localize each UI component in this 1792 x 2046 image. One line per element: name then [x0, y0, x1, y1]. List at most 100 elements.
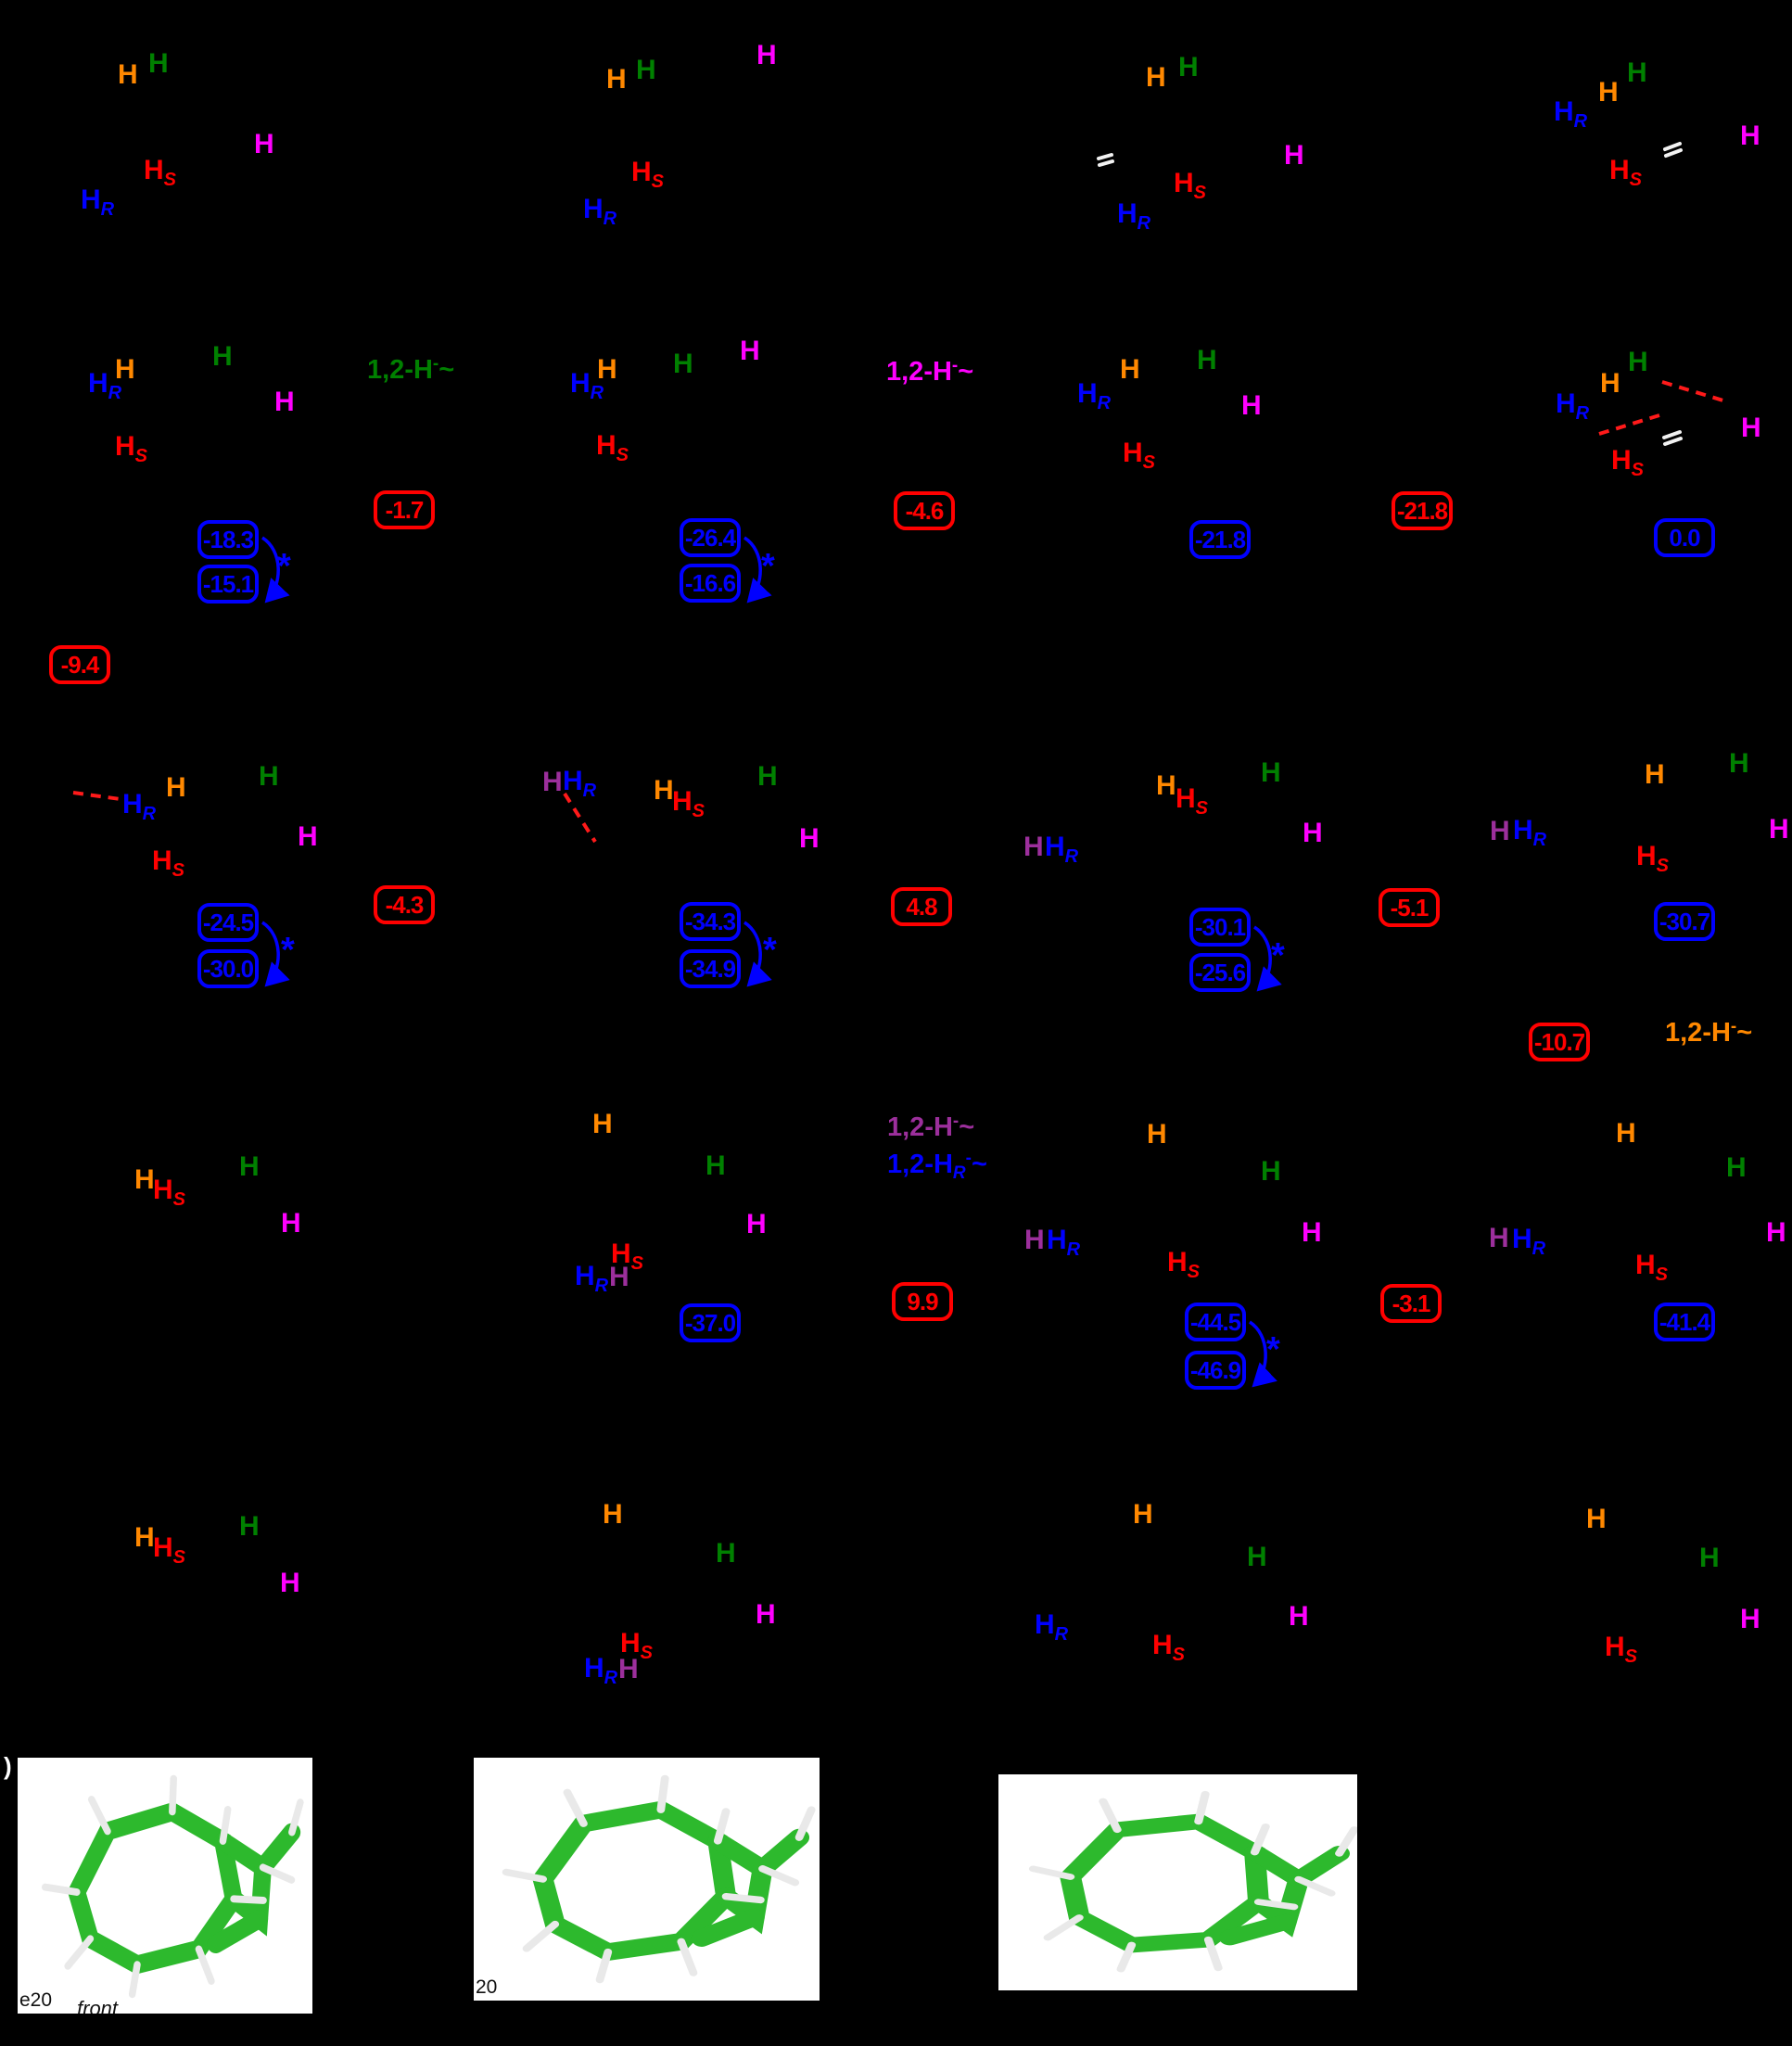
h-label: H — [1120, 354, 1140, 385]
h-label: H — [280, 1568, 300, 1598]
h-label-s: HS — [620, 1628, 654, 1663]
relative-energy-box: -34.9 — [680, 949, 741, 988]
h-label: H — [1303, 818, 1323, 848]
relative-energy-box: -34.3 — [680, 902, 741, 941]
h-label: H — [1729, 748, 1749, 779]
h-label-s: HS — [1167, 1247, 1201, 1282]
h-label: H — [239, 1151, 260, 1182]
h-label: H — [609, 1262, 629, 1292]
h-label-s: HS — [153, 1175, 186, 1210]
h-label-s: HS — [144, 155, 177, 190]
h-label-r: HR — [563, 766, 597, 801]
h-label-s: HS — [596, 430, 629, 465]
h-label-r: HR — [1035, 1609, 1069, 1645]
molecule-3d-panel — [998, 1774, 1357, 1990]
h-label: H — [1241, 390, 1262, 421]
figure-part-tag: ) — [4, 1752, 12, 1780]
h-label: H — [1024, 1225, 1045, 1255]
h-label: H — [239, 1511, 260, 1542]
h-label: H — [654, 775, 674, 806]
h-label-r: HR — [570, 368, 604, 403]
h-label: H — [118, 59, 138, 90]
h-label: H — [1197, 345, 1217, 375]
h-label: H — [1261, 1156, 1281, 1187]
h-label: H — [1645, 759, 1665, 790]
h-label-r: HR — [1556, 388, 1590, 424]
h-label: H — [1740, 121, 1760, 151]
h-label: H — [115, 354, 135, 385]
molecule-render — [474, 1758, 820, 2001]
h-label: H — [1146, 62, 1166, 93]
h-label-s: HS — [1635, 1250, 1669, 1285]
h-label: H — [1289, 1601, 1309, 1632]
h-label: H — [1699, 1543, 1720, 1573]
h-label: H — [1147, 1119, 1167, 1150]
h-label: H — [592, 1109, 613, 1139]
barrier-energy-box: 9.9 — [892, 1282, 953, 1321]
h-label: H — [1247, 1542, 1267, 1572]
h-label: H — [716, 1538, 736, 1569]
h-label: H — [746, 1209, 767, 1239]
h-label: H — [1616, 1118, 1636, 1149]
h-label: H — [757, 761, 778, 792]
h-label: H — [166, 772, 186, 803]
relative-energy-box: -15.1 — [197, 565, 259, 604]
relative-energy-box: -16.6 — [680, 564, 741, 603]
conformer-asterisk: * — [281, 931, 295, 970]
h-label-r: HR — [1117, 198, 1151, 234]
conformer-asterisk: * — [1271, 936, 1285, 975]
h-label: H — [636, 55, 656, 85]
h-label: H — [705, 1150, 726, 1181]
conformer-asterisk: * — [1266, 1330, 1280, 1369]
h-label: H — [1178, 52, 1199, 83]
h-label: H — [134, 1164, 155, 1195]
relative-energy-box: -46.9 — [1185, 1351, 1246, 1390]
barrier-energy-box: -1.7 — [374, 490, 435, 529]
molecule-render — [998, 1774, 1357, 1990]
h-label-r: HR — [88, 368, 122, 403]
relative-energy-box: -18.3 — [197, 520, 259, 559]
molecule-3d-panel: e20 front — [18, 1758, 312, 2014]
h-label: H — [606, 64, 627, 95]
h-label-s: HS — [1123, 438, 1156, 473]
h-label: H — [1490, 816, 1510, 846]
h-label-r: HR — [575, 1261, 609, 1296]
h-label-r: HR — [583, 194, 617, 229]
relative-energy-box: -24.5 — [197, 903, 259, 942]
relative-energy-box: -26.4 — [680, 518, 741, 557]
molecule-render — [18, 1758, 312, 2014]
barrier-energy-box: -21.8 — [1392, 491, 1453, 530]
h-label-r: HR — [1047, 1225, 1081, 1260]
h-label: H — [274, 387, 295, 417]
h-label: H — [756, 40, 777, 70]
relative-energy-box: 0.0 — [1654, 518, 1715, 557]
h-label: H — [1598, 77, 1619, 108]
h-label: H — [542, 767, 563, 797]
h-label-r: HR — [1045, 832, 1079, 867]
barrier-energy-box: -9.4 — [49, 645, 110, 684]
h-label: H — [756, 1599, 776, 1630]
h-label-s: HS — [1611, 445, 1645, 480]
relative-energy-box: -44.5 — [1185, 1303, 1246, 1341]
relative-energy-box: -30.1 — [1189, 908, 1251, 947]
molecule-3d-panel: 20 — [474, 1758, 820, 2001]
partial-bond-dashed — [72, 380, 1727, 844]
relative-energy-box: -37.0 — [680, 1303, 741, 1342]
barrier-energy-box: -4.6 — [894, 491, 955, 530]
h-label: H — [134, 1522, 155, 1553]
h-label: H — [603, 1499, 623, 1530]
panel-id-label: 20 — [476, 1976, 498, 1998]
h-label: H — [1261, 757, 1281, 788]
panel-caption: front — [77, 1997, 119, 2014]
h-label: H — [1766, 1217, 1786, 1248]
h-label: H — [1769, 814, 1789, 845]
h-label: H — [673, 349, 693, 379]
h-label: H — [1156, 770, 1176, 801]
h-label: H — [1133, 1499, 1153, 1530]
h-label: H — [281, 1208, 301, 1239]
h-label-r: HR — [1512, 1224, 1546, 1259]
panel-id-label: e20 — [19, 1989, 53, 2011]
h-label-r: HR — [1077, 378, 1112, 413]
h-label: H — [148, 48, 169, 79]
